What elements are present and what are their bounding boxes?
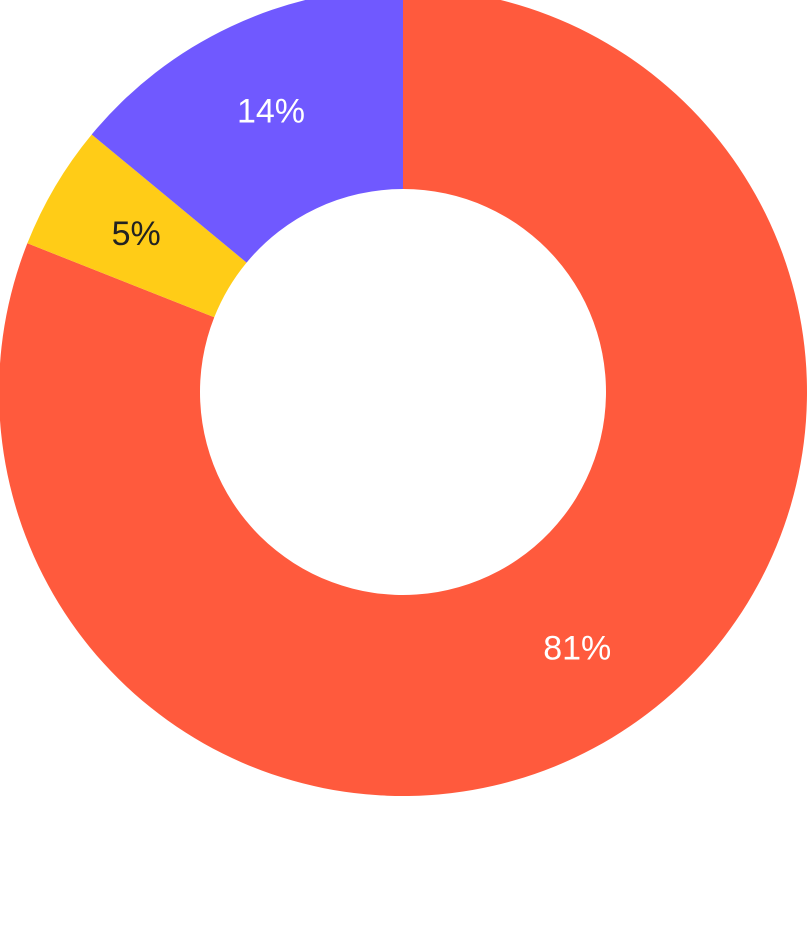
slice-2 — [91, 0, 403, 263]
slice-0 — [0, 0, 807, 796]
slice-label-2: 14% — [237, 93, 305, 131]
slice-label-0: 81% — [543, 629, 611, 667]
slice-label-1: 5% — [112, 215, 161, 253]
slice-1 — [27, 134, 247, 318]
